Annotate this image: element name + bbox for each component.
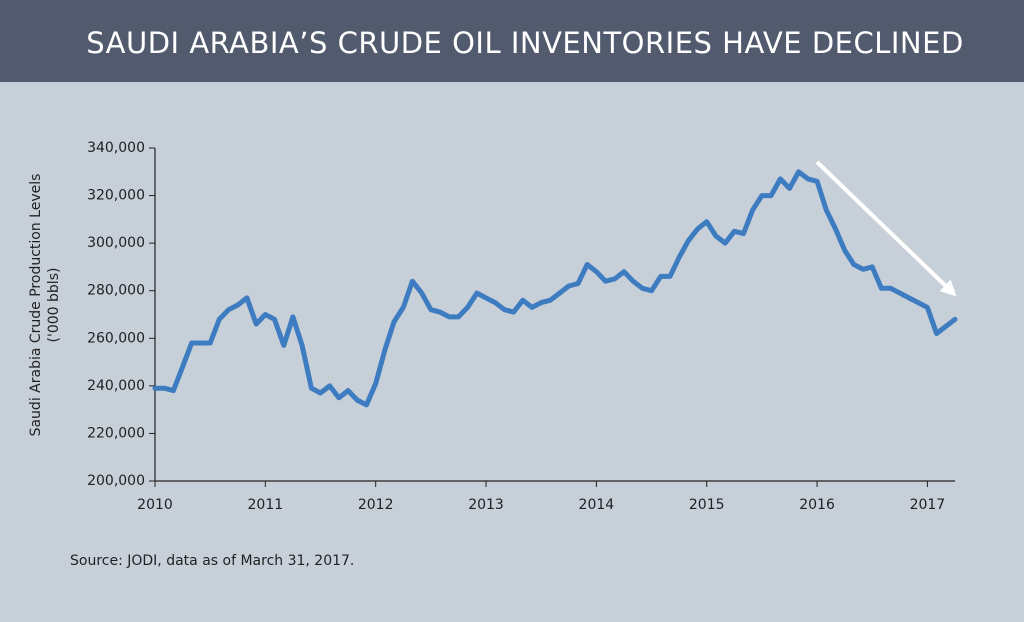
y-axis-label: ('000 bbls) xyxy=(46,268,62,343)
y-tick-label: 340,000 xyxy=(87,140,145,156)
x-tick-label: 2016 xyxy=(799,497,835,513)
y-tick-label: 280,000 xyxy=(87,283,145,299)
y-axis-label: Saudi Arabia Crude Production Levels xyxy=(28,174,44,437)
x-tick-label: 2013 xyxy=(468,497,504,513)
y-tick-label: 260,000 xyxy=(87,330,145,346)
x-tick-label: 2010 xyxy=(137,497,173,513)
x-tick-label: 2014 xyxy=(579,497,615,513)
x-tick-label: 2015 xyxy=(689,497,725,513)
data-line xyxy=(152,169,958,408)
x-tick-label: 2017 xyxy=(910,497,946,513)
x-tick-label: 2011 xyxy=(248,497,284,513)
y-tick-label: 220,000 xyxy=(87,425,145,441)
y-tick-label: 200,000 xyxy=(87,473,145,489)
y-tick-label: 320,000 xyxy=(87,188,145,204)
chart-title: SAUDI ARABIA’S CRUDE OIL INVENTORIES HAV… xyxy=(86,26,964,60)
y-tick-label: 240,000 xyxy=(87,378,145,394)
title-band xyxy=(0,0,1024,82)
source-note: Source: JODI, data as of March 31, 2017. xyxy=(70,553,354,569)
trend-arrow xyxy=(815,160,957,297)
x-tick-label: 2012 xyxy=(358,497,394,513)
y-tick-label: 300,000 xyxy=(87,235,145,251)
